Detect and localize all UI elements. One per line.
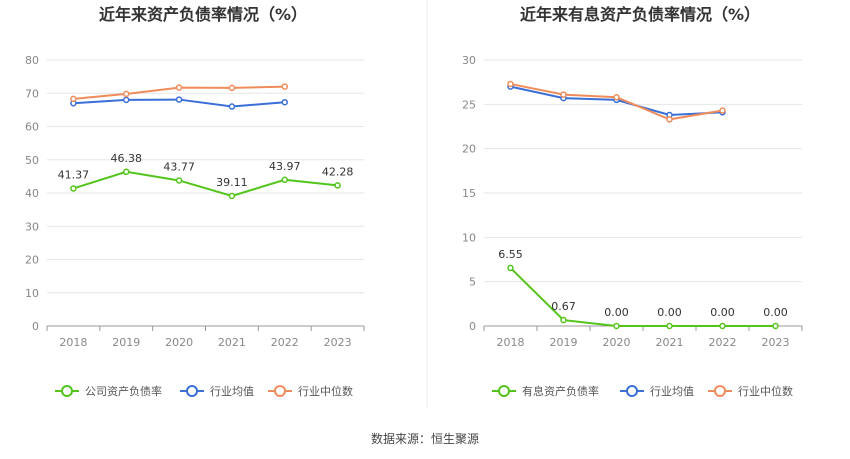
y-tick-label: 15 bbox=[462, 187, 476, 200]
data-label: 39.11 bbox=[216, 176, 248, 189]
y-tick-label: 50 bbox=[25, 154, 39, 167]
legend-label: 公司资产负债率 bbox=[85, 384, 162, 398]
data-label: 0.00 bbox=[710, 306, 735, 319]
y-tick-label: 30 bbox=[462, 54, 476, 67]
data-point bbox=[175, 96, 183, 103]
data-point bbox=[719, 107, 726, 114]
y-tick-label: 10 bbox=[25, 287, 39, 300]
data-point bbox=[123, 90, 130, 98]
data-label: 43.77 bbox=[163, 160, 195, 173]
y-tick-label: 25 bbox=[462, 98, 476, 111]
debt-ratio-chart: 近年来资产负债率情况（%） 0 10 20 30 40 50 60 70 80 2018 2019 20… bbox=[25, 5, 365, 398]
x-tick-label: 2019 bbox=[550, 336, 578, 349]
y-tick-label: 30 bbox=[25, 220, 39, 233]
data-point bbox=[281, 83, 288, 90]
data-point bbox=[334, 182, 341, 189]
data-point bbox=[560, 91, 567, 98]
y-tick-label: 60 bbox=[25, 121, 39, 134]
x-tick-label: 2018 bbox=[497, 336, 525, 349]
legend-swatch-marker bbox=[498, 385, 510, 397]
legend-label: 有息资产负债率 bbox=[522, 384, 599, 398]
legend-swatch-marker bbox=[626, 385, 638, 397]
y-tick-label: 80 bbox=[25, 54, 39, 67]
data-point bbox=[772, 322, 779, 330]
data-point bbox=[281, 98, 288, 106]
data-point bbox=[123, 96, 130, 104]
data-label: 0.67 bbox=[551, 300, 576, 313]
data-label: 0.00 bbox=[604, 306, 629, 319]
x-tick-label: 2018 bbox=[59, 336, 87, 349]
legend-item: 行业中位数 bbox=[268, 384, 353, 398]
legend-swatch-marker bbox=[274, 385, 286, 397]
data-point bbox=[123, 168, 130, 176]
x-tick-label: 2021 bbox=[218, 336, 246, 349]
y-tick-label: 40 bbox=[25, 187, 39, 200]
data-point bbox=[228, 84, 236, 92]
data-point bbox=[560, 316, 567, 324]
x-tick-label: 2019 bbox=[112, 336, 140, 349]
legend-label: 行业均值 bbox=[650, 385, 694, 398]
data-label: 41.37 bbox=[58, 168, 90, 181]
legend-item: 行业中位数 bbox=[708, 384, 793, 398]
legend-swatch-marker bbox=[186, 385, 198, 397]
series-line bbox=[509, 267, 776, 327]
legend-item: 公司资产负债率 bbox=[55, 384, 162, 398]
data-point bbox=[175, 177, 183, 184]
x-tick-label: 2022 bbox=[271, 336, 299, 349]
interest-bearing-debt-ratio-chart: 近年来有息资产负债率情况（%） 0 5 10 15 20 25 30 2018 2019 2020 2… bbox=[462, 5, 803, 398]
y-tick-label: 20 bbox=[25, 254, 39, 267]
x-tick-label: 2021 bbox=[656, 336, 684, 349]
series-line bbox=[73, 170, 338, 198]
data-point bbox=[70, 95, 77, 103]
data-point bbox=[228, 192, 236, 200]
y-tick-label: 0 bbox=[32, 320, 39, 333]
legend-label: 行业中位数 bbox=[738, 384, 793, 398]
y-tick-label: 0 bbox=[469, 320, 476, 333]
x-tick-label: 2020 bbox=[603, 336, 631, 349]
data-point bbox=[666, 116, 673, 123]
data-label: 0.00 bbox=[763, 306, 788, 319]
legend-label: 行业中位数 bbox=[298, 384, 353, 398]
y-tick-label: 5 bbox=[469, 276, 476, 289]
data-point bbox=[70, 185, 77, 192]
legend-item: 行业均值 bbox=[620, 385, 694, 398]
data-source: 数据来源：恒生聚源 bbox=[371, 431, 479, 446]
data-point bbox=[281, 176, 288, 184]
legend-swatch-marker bbox=[714, 385, 726, 397]
data-label: 46.38 bbox=[111, 152, 143, 165]
x-tick-label: 2023 bbox=[324, 336, 352, 349]
data-point bbox=[228, 103, 236, 110]
data-point bbox=[613, 93, 620, 101]
data-label: 43.97 bbox=[269, 160, 301, 173]
chart-title: 近年来资产负债率情况（%） bbox=[99, 5, 307, 24]
data-point bbox=[719, 322, 726, 330]
legend-swatch-marker bbox=[61, 385, 73, 397]
x-tick-label: 2023 bbox=[762, 336, 790, 349]
x-tick-label: 2022 bbox=[709, 336, 737, 349]
y-tick-label: 20 bbox=[462, 143, 476, 156]
data-label: 6.55 bbox=[498, 248, 523, 261]
data-point bbox=[507, 80, 514, 88]
data-point bbox=[666, 322, 673, 330]
data-point bbox=[507, 264, 514, 272]
legend-item: 行业均值 bbox=[180, 385, 254, 398]
legend-label: 行业均值 bbox=[210, 385, 254, 398]
data-point bbox=[613, 322, 620, 330]
legend-item: 有息资产负债率 bbox=[492, 384, 599, 398]
data-label: 42.28 bbox=[322, 165, 354, 178]
x-tick-label: 2020 bbox=[165, 336, 193, 349]
data-point bbox=[175, 84, 183, 91]
chart-title: 近年来有息资产负债率情况（%） bbox=[520, 5, 760, 24]
y-tick-label: 70 bbox=[25, 87, 39, 100]
data-label: 0.00 bbox=[657, 306, 682, 319]
y-tick-label: 10 bbox=[462, 231, 476, 244]
